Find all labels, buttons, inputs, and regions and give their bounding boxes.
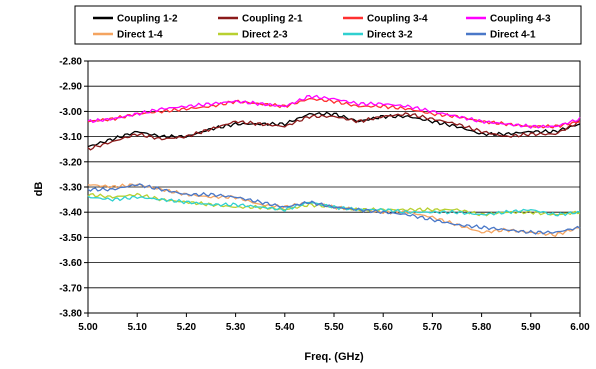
legend-label: Direct 4-1 [490,30,536,41]
series-lines [87,94,581,238]
y-tick-label: -3.50 [59,233,82,244]
x-tick-label: 5.90 [521,322,541,333]
x-tick-label: 5.20 [177,322,197,333]
y-tick-label: -3.30 [59,183,82,194]
series-line [87,195,581,217]
x-tick-label: 5.70 [423,322,443,333]
x-tick-label: 5.50 [324,322,344,333]
y-tick-label: -3.80 [59,309,82,320]
legend: Coupling 1-2 Coupling 2-1 Coupling 3-4 Coup… [93,14,551,41]
legend-label: Coupling 3-4 [367,14,428,25]
legend-label: Direct 1-4 [117,30,163,41]
x-tick-label: 5.10 [127,322,147,333]
legend-label: Direct 2-3 [242,30,288,41]
y-tick-label: -3.40 [59,208,82,219]
legend-label: Coupling 2-1 [242,14,303,25]
series-line [87,98,581,129]
y-tick-label: -2.80 [59,57,82,68]
x-axis-ticks: 5.00 5.10 5.20 5.30 5.40 5.50 5.60 5.70 5.80 5.90… [78,313,590,333]
series-line [87,112,581,151]
legend-box [74,5,582,45]
x-axis-title: Freq. (GHz) [304,351,364,363]
y-tick-label: -3.10 [59,132,82,143]
y-axis-title: dB [33,182,45,197]
series-line [87,192,581,217]
legend-label: Coupling 4-3 [490,14,551,25]
legend-label: Coupling 1-2 [117,14,178,25]
x-tick-label: 6.00 [570,322,590,333]
y-axis-ticks: -2.80 -2.90 -3.00 -3.10 -3.20 -3.30 -3.40 -3.50… [59,57,88,320]
series-line [87,183,581,235]
y-tick-label: -2.90 [59,82,82,93]
y-tick-label: -3.70 [59,283,82,294]
series-line [87,94,581,129]
y-tick-label: -3.60 [59,258,82,269]
x-tick-label: 5.60 [373,322,393,333]
x-tick-label: 5.00 [78,322,98,333]
x-tick-label: 5.40 [275,322,295,333]
legend-label: Direct 3-2 [367,30,413,41]
x-tick-label: 5.80 [472,322,492,333]
y-tick-label: -3.00 [59,107,82,118]
x-tick-label: 5.30 [226,322,246,333]
series-line [87,111,581,148]
y-tick-label: -3.20 [59,157,82,168]
